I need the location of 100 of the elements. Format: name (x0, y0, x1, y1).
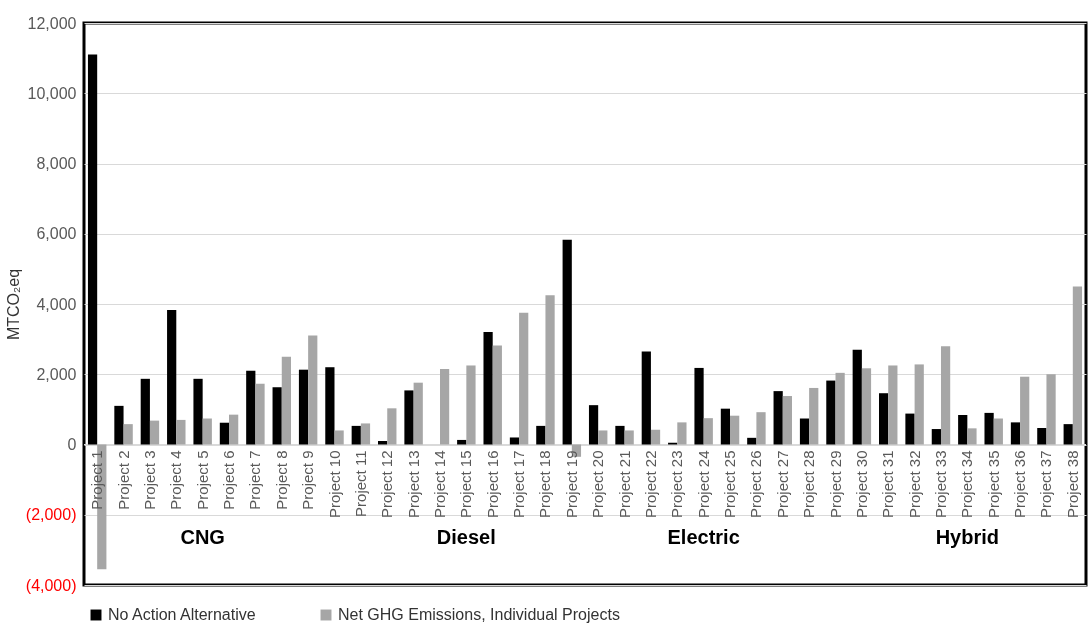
bar (351, 425, 361, 445)
x-tick-label: Project 5 (193, 450, 211, 510)
bar (439, 368, 450, 445)
x-tick-label: Project 13 (404, 450, 422, 519)
bar (219, 422, 230, 445)
bar (984, 412, 994, 445)
x-tick-label: Project 19 (562, 450, 580, 519)
bar (229, 414, 239, 445)
bar (799, 418, 810, 445)
x-tick-label: Project 12 (378, 450, 396, 519)
bar (879, 393, 889, 445)
bar (826, 380, 836, 445)
bar (624, 430, 634, 445)
bar (967, 428, 977, 445)
x-tick-label: Project 2 (114, 450, 132, 510)
bar (1010, 422, 1021, 445)
bar (1072, 286, 1083, 445)
bar (334, 430, 344, 445)
bar (536, 425, 546, 445)
bar (246, 370, 256, 445)
x-tick-label: Project 16 (483, 450, 501, 519)
x-tick-label: Project 38 (1063, 450, 1081, 519)
annotation: Diesel (436, 526, 496, 548)
bar (193, 378, 203, 445)
annotation: CNG (180, 526, 225, 548)
annotation: Electric (667, 526, 740, 548)
y-axis-title: MTCO₂eq (4, 268, 22, 341)
bar (809, 387, 819, 445)
bar (167, 309, 177, 445)
bar (756, 412, 766, 445)
bar (176, 419, 186, 445)
bar (255, 383, 265, 445)
bar (281, 356, 291, 445)
bar (914, 364, 924, 445)
bar (360, 423, 371, 445)
bar (519, 312, 529, 445)
bar (202, 418, 212, 445)
bar (1037, 427, 1047, 445)
x-tick-label: Project 24 (694, 450, 712, 519)
x-tick-label: Project 29 (826, 450, 844, 519)
bar (404, 390, 414, 445)
x-tick-label: Project 34 (958, 450, 976, 519)
bar (1046, 374, 1056, 445)
bar (1020, 376, 1030, 445)
bar (149, 420, 160, 445)
bar (888, 365, 898, 445)
y-tick-label: 12,000 (27, 14, 77, 32)
y-tick-label: 0 (67, 436, 77, 453)
bar (852, 349, 862, 445)
bar (1063, 424, 1073, 445)
x-tick-label: Project 37 (1037, 450, 1055, 519)
x-tick-label: Project 30 (852, 450, 870, 519)
bar (298, 369, 309, 445)
bar (413, 382, 423, 445)
bar (457, 439, 467, 445)
x-tick-label: Project 9 (299, 450, 317, 510)
bar (703, 418, 713, 445)
bar (308, 335, 318, 445)
x-tick-label: Project 26 (747, 450, 765, 519)
x-tick-label: Project 25 (721, 450, 739, 519)
bar (325, 367, 335, 445)
bar (492, 345, 502, 445)
bar (782, 396, 792, 445)
bar (993, 418, 1003, 445)
bar (598, 430, 608, 445)
bar (483, 332, 493, 445)
x-tick-label: Project 1 (88, 450, 106, 510)
x-tick-label: Project 10 (325, 450, 343, 519)
x-tick-label: Project 3 (140, 450, 158, 510)
y-tick-label: (2,000) (25, 506, 77, 524)
x-tick-label: Project 23 (668, 450, 686, 519)
bar (378, 440, 388, 445)
bar (747, 437, 757, 445)
bar (114, 405, 124, 445)
x-tick-label: Project 6 (220, 450, 238, 510)
bar (615, 425, 625, 445)
x-tick-label: Project 28 (800, 450, 818, 519)
bar (588, 405, 599, 445)
x-tick-label: Project 22 (641, 450, 659, 519)
bar (509, 437, 520, 445)
x-tick-label: Project 35 (984, 450, 1002, 519)
bar (773, 391, 783, 445)
bar (931, 429, 941, 445)
x-tick-label: Project 21 (615, 450, 633, 519)
bar (835, 372, 845, 445)
bar (905, 413, 915, 445)
x-tick-label: Project 27 (773, 450, 791, 519)
bar (940, 346, 951, 445)
x-tick-label: Project 18 (536, 450, 554, 519)
x-tick-label: Project 8 (272, 450, 290, 510)
x-tick-label: Project 14 (430, 450, 448, 519)
x-tick-label: Project 7 (246, 450, 264, 510)
x-tick-label: Project 32 (905, 450, 923, 519)
y-tick-label: 6,000 (36, 225, 77, 243)
bar (720, 408, 731, 445)
x-tick-label: Project 36 (1011, 450, 1029, 519)
bar (677, 422, 687, 445)
bar (466, 365, 476, 445)
bar (387, 408, 397, 445)
bar (650, 429, 661, 445)
